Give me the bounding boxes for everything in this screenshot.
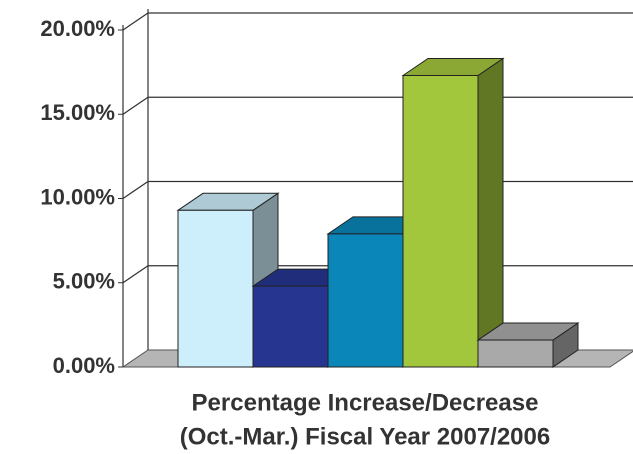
grid-line (122, 12, 633, 31)
y-tick-label: 0.00% (53, 353, 115, 378)
x-axis-label: Percentage Increase/Decrease (192, 389, 539, 416)
y-tick-label: 15.00% (40, 100, 115, 125)
y-tick-label: 20.00% (40, 16, 115, 41)
grid-line (122, 96, 633, 115)
y-tick-label: 5.00% (53, 269, 115, 294)
bar-side (477, 57, 504, 368)
bar (327, 233, 404, 368)
bar (177, 209, 254, 368)
y-tick-label: 10.00% (40, 184, 115, 209)
bar (252, 285, 329, 368)
bar (477, 339, 554, 368)
x-axis-label: (Oct.-Mar.) Fiscal Year 2007/2006 (180, 423, 550, 450)
bar (402, 74, 479, 368)
